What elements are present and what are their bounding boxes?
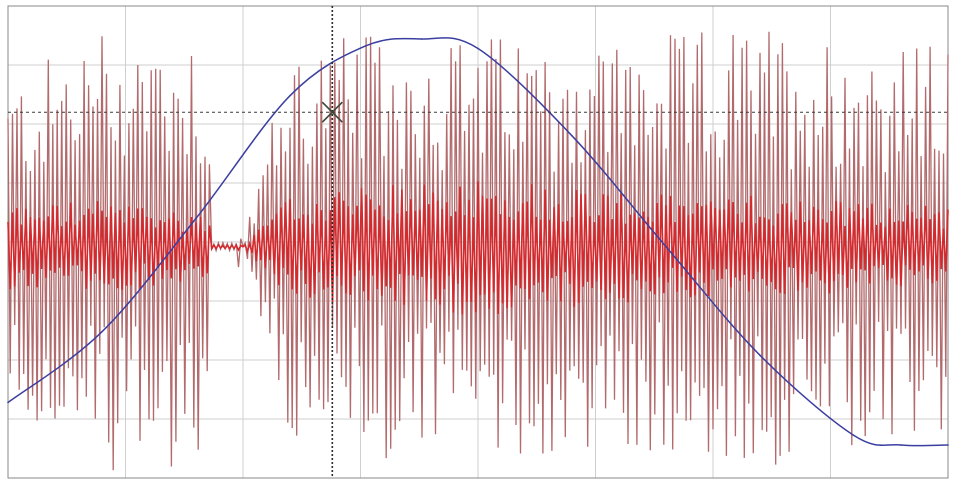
reference-curve-point	[665, 245, 667, 248]
reference-curve-point	[364, 45, 367, 47]
reference-curve-point	[7, 401, 9, 404]
reference-curve-point	[759, 354, 761, 357]
reference-curve-point	[195, 217, 197, 220]
reference-curve-point	[477, 47, 479, 50]
reference-curve-point	[853, 434, 855, 437]
reference-curve-series	[7, 37, 949, 447]
reference-curve-point	[900, 444, 902, 446]
reference-curve-point	[420, 38, 423, 40]
reference-curve-point	[289, 94, 291, 97]
reference-curve-point	[947, 444, 949, 446]
measurement-cursor[interactable]	[8, 6, 948, 478]
reference-curve-point	[101, 330, 103, 333]
noise-inner-trace	[7, 181, 949, 315]
cursor-marker-x-icon	[321, 101, 343, 123]
noise-outer-trace	[7, 31, 949, 471]
reference-curve-point	[571, 135, 573, 137]
noise-signal-series	[7, 31, 949, 471]
